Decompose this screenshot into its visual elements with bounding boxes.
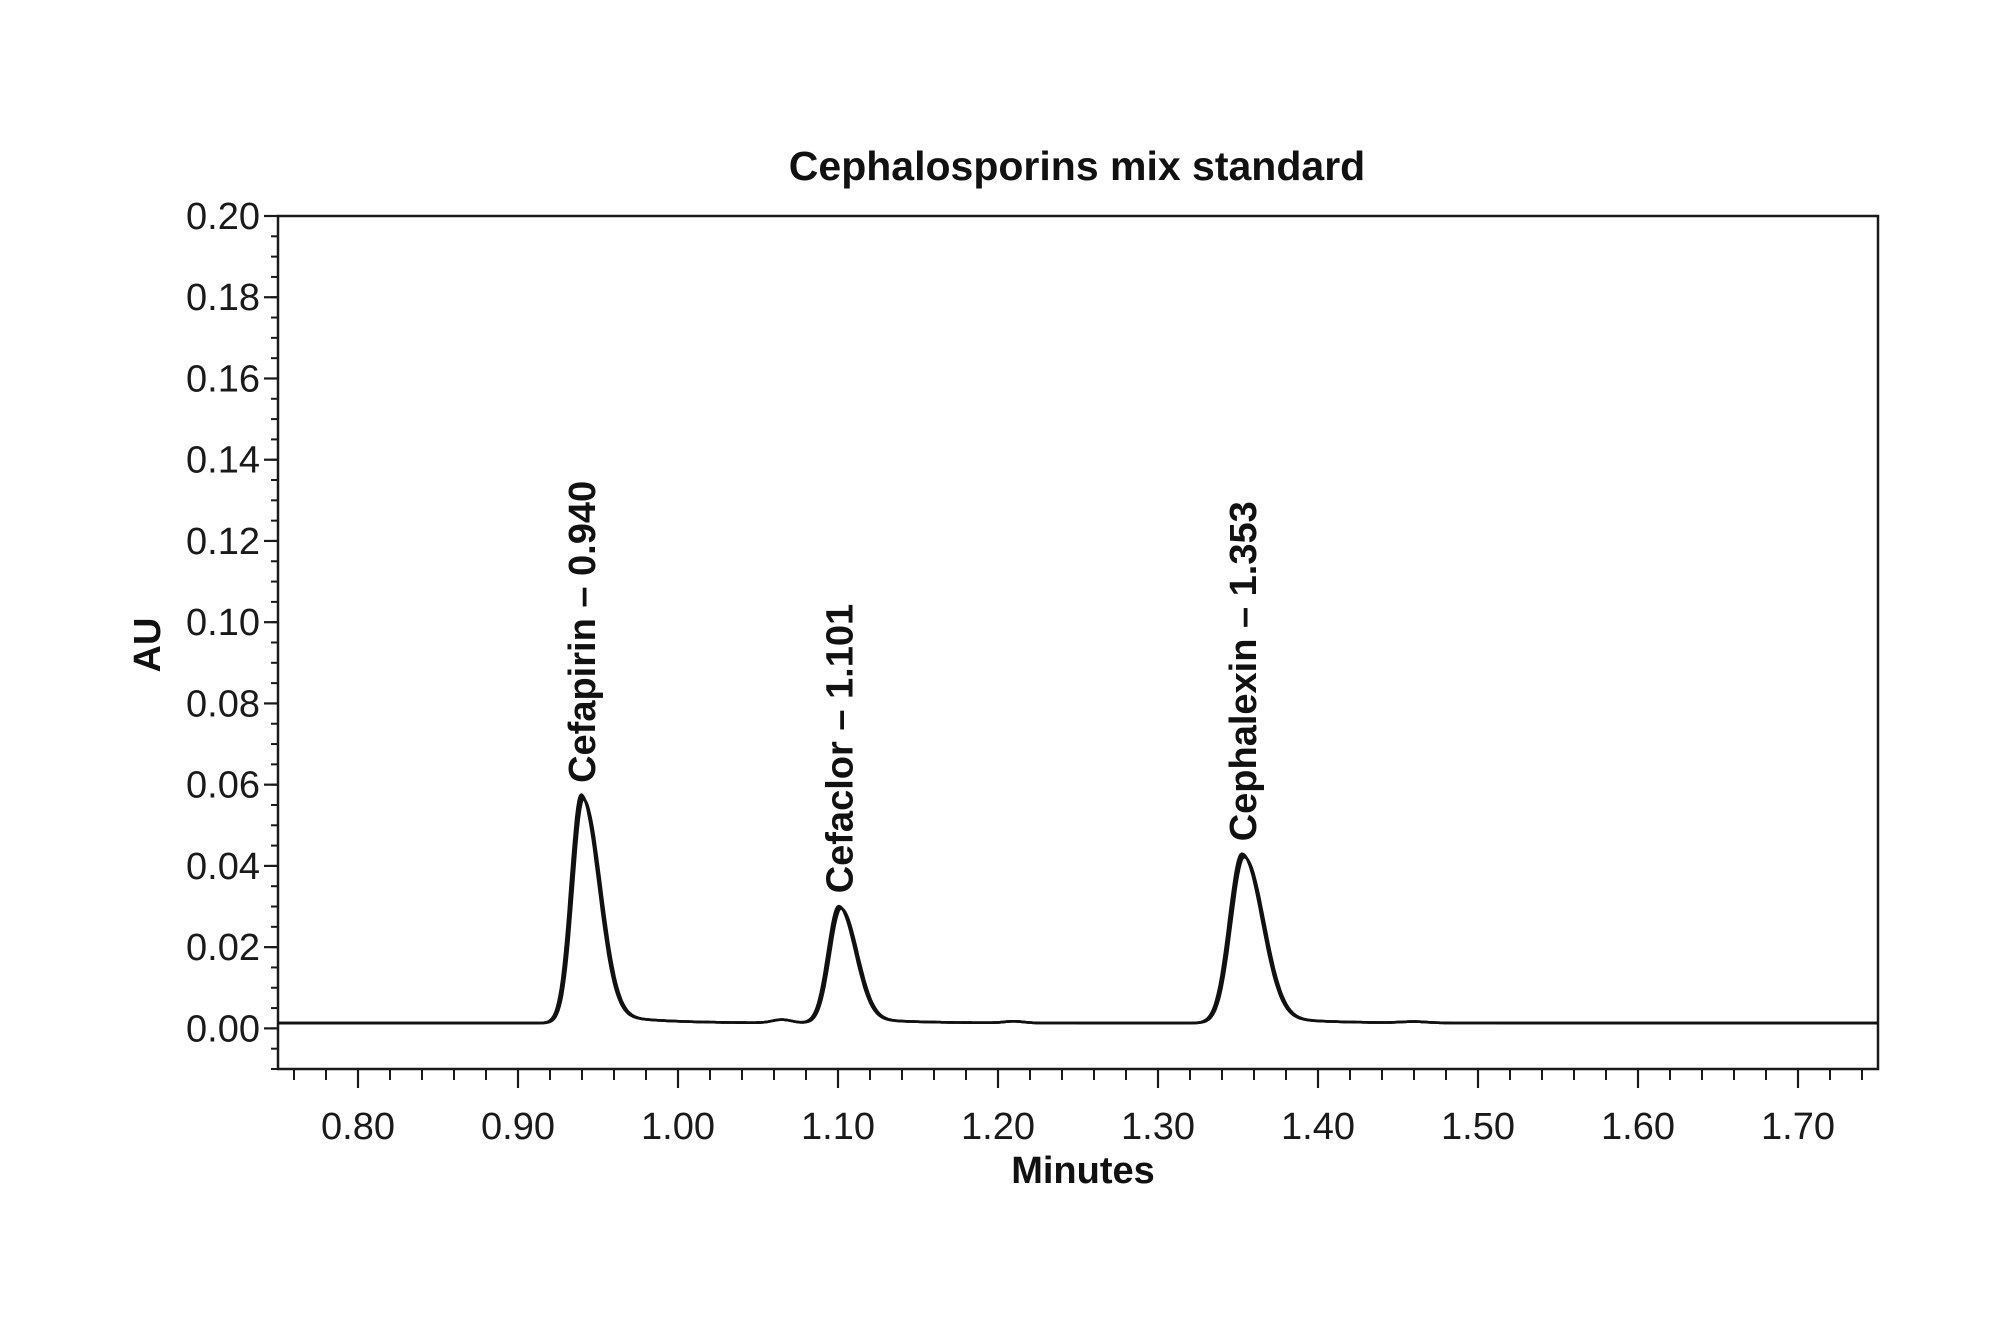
x-axis-label: Minutes <box>1011 1150 1155 1192</box>
y-tick-label: 0.20 <box>186 196 260 238</box>
peak-label: Cefaclor – 1.101 <box>820 604 862 893</box>
x-tick-label: 0.80 <box>321 1106 395 1148</box>
y-tick-label: 0.04 <box>186 846 260 888</box>
x-axis: 0.80 0.90 1.00 1.10 1.20 1.30 1.40 1.50 1.60 1.70 <box>293 1069 1863 1148</box>
y-tick-label: 0.10 <box>186 602 260 644</box>
peak-label: Cephalexin – 1.353 <box>1223 501 1265 841</box>
y-axis: 0.00 0.02 0.04 0.06 0.08 0.10 0.12 0.14 0.16 0.18… <box>186 196 278 1070</box>
chart-title: Cephalosporins mix standard <box>789 143 1365 189</box>
y-tick-label: 0.08 <box>186 683 260 725</box>
peak-labels: Cefapirin – 0.940 Cefaclor – 1.101 Cephale… <box>562 481 1265 893</box>
x-tick-label: 0.90 <box>481 1106 555 1148</box>
x-tick-label: 1.00 <box>641 1106 715 1148</box>
x-tick-label: 1.30 <box>1121 1106 1195 1148</box>
y-tick-label: 0.14 <box>186 440 260 482</box>
x-tick-label: 1.10 <box>801 1106 875 1148</box>
y-tick-label: 0.18 <box>186 277 260 319</box>
x-tick-label: 1.40 <box>1281 1106 1355 1148</box>
chromatogram-trace <box>278 793 1878 1025</box>
y-tick-label: 0.16 <box>186 358 260 400</box>
peak-label: Cefapirin – 0.940 <box>562 481 604 783</box>
x-tick-label: 1.20 <box>961 1106 1035 1148</box>
trace-line <box>278 795 1878 1025</box>
y-axis-label: AU <box>127 618 169 673</box>
x-tick-label: 1.50 <box>1441 1106 1515 1148</box>
trace-line <box>278 793 1878 1025</box>
y-tick-label: 0.06 <box>186 765 260 807</box>
y-tick-label: 0.00 <box>186 1008 260 1050</box>
plot-frame <box>276 214 1880 1071</box>
x-tick-label: 1.60 <box>1601 1106 1675 1148</box>
trace-line <box>278 798 1878 1025</box>
y-tick-label: 0.12 <box>186 521 260 563</box>
x-tick-label: 1.70 <box>1761 1106 1835 1148</box>
y-tick-label: 0.02 <box>186 927 260 969</box>
